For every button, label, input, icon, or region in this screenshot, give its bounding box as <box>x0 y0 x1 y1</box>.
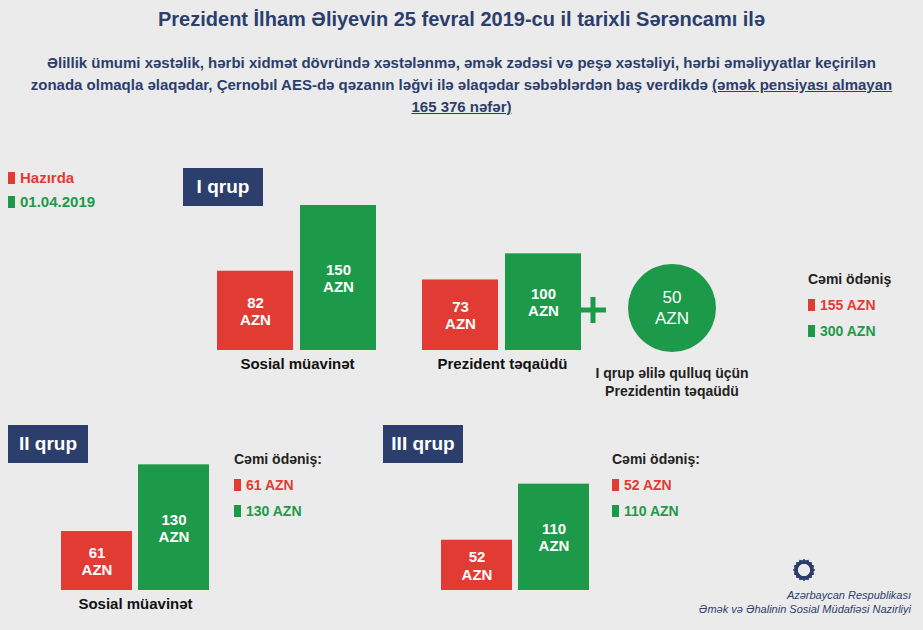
svg-text:61AZN: 61AZN <box>82 544 113 578</box>
html-text:I qrup əlilə qulluq üçün Prezi: I qrup əlilə qulluq üçün Prezidentin təq… <box>595 365 749 399</box>
svg-text:52AZN: 52AZN <box>462 548 493 582</box>
html-text:110 AZN: 110 AZN <box>624 503 679 519</box>
svg-text:110AZN: 110AZN <box>539 520 570 554</box>
html-text:Prezident İlham Əliyevin 25 fe: Prezident İlham Əliyevin 25 fevral 2019-… <box>158 8 765 30</box>
html-text:50 AZN: 50 AZN <box>655 288 689 328</box>
html-text:52 AZN: 52 AZN <box>624 477 672 493</box>
svg-text:Sosial müavinət: Sosial müavinət <box>240 355 354 372</box>
html-text:130 AZN: 130 AZN <box>246 503 302 519</box>
html-text:Əmək və Əhalinin Sosial Müdafi: Əmək və Əhalinin Sosial Müdafiəsi Nazirl… <box>698 603 911 615</box>
svg-text:Sosial müavinət: Sosial müavinət <box>78 595 192 612</box>
html-text:155 AZN: 155 AZN <box>820 297 876 313</box>
html-text:II qrup: II qrup <box>19 433 77 454</box>
html-text:01.04.2019: 01.04.2019 <box>20 193 96 210</box>
html-text:I qrup: I qrup <box>196 176 250 197</box>
svg-text:82AZN: 82AZN <box>240 294 271 328</box>
svg-text:130AZN: 130AZN <box>159 511 190 545</box>
html-text:Cəmi ödəniş:: Cəmi ödəniş: <box>612 451 700 467</box>
svg-text:Prezident təqaüdü: Prezident təqaüdü <box>437 355 567 372</box>
html-text:Azərbaycan Respublikası: Azərbaycan Respublikası <box>786 589 911 601</box>
html-text:Hazırda: Hazırda <box>20 169 75 186</box>
html-text:Əlillik ümumi xəstəlik, hərbi: Əlillik ümumi xəstəlik, hərbi xidmət döv… <box>30 54 893 115</box>
html-text:Cəmi ödəniş:: Cəmi ödəniş: <box>234 451 322 467</box>
html-text:61 AZN: 61 AZN <box>246 477 294 493</box>
svg-text:73AZN: 73AZN <box>445 298 476 332</box>
html-text:III qrup: III qrup <box>391 433 455 454</box>
html-text:Cəmi ödəniş: Cəmi ödəniş <box>808 271 892 287</box>
svg-text:100AZN: 100AZN <box>528 285 559 319</box>
html-text:300 AZN: 300 AZN <box>820 323 876 339</box>
svg-text:150AZN: 150AZN <box>323 261 354 295</box>
